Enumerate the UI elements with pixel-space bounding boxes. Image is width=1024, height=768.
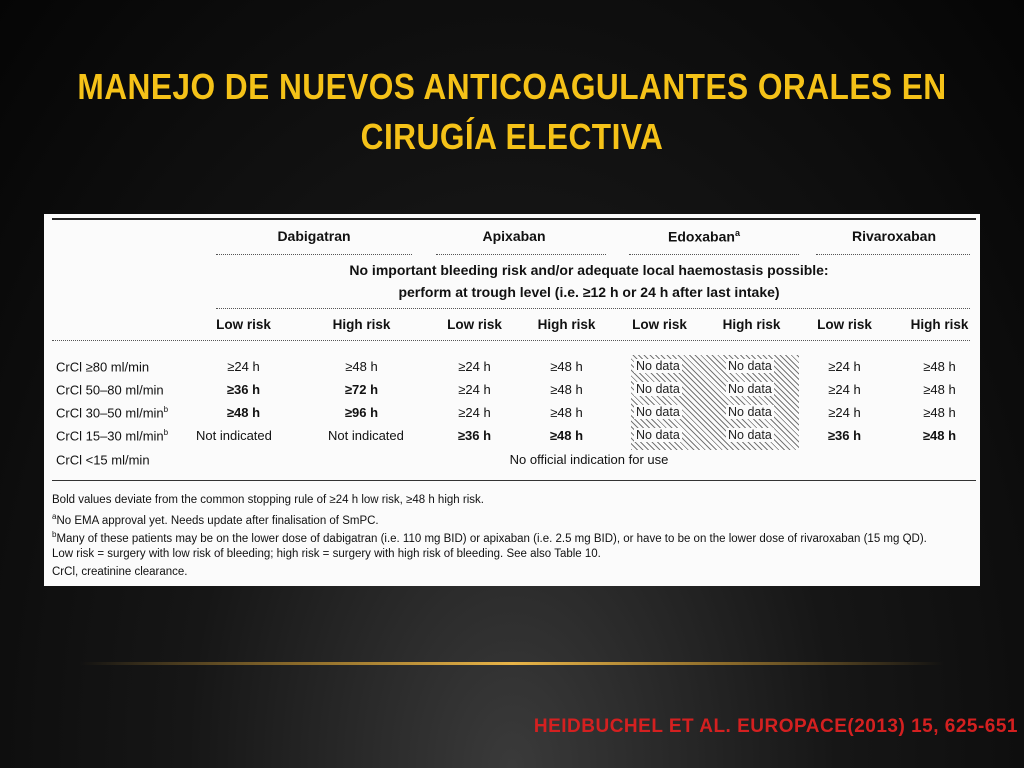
cell-crcl-50-80-apixaban-low: ≥24 h bbox=[458, 382, 491, 397]
drug-header-edoxaban: Edoxabana bbox=[668, 228, 740, 245]
rivaroxaban-header-dots bbox=[816, 254, 970, 255]
cell-crcl-15-30-edoxaban-high: No data bbox=[726, 428, 774, 442]
risk-header-dabigatran-high: High risk bbox=[332, 317, 391, 332]
cell-crcl-15-30-rivaroxaban-low: ≥36 h bbox=[827, 428, 862, 443]
table-bottom-rule bbox=[52, 480, 976, 481]
cell-crcl-30-50-apixaban-low: ≥24 h bbox=[458, 405, 491, 420]
edoxaban-footnote-marker: a bbox=[734, 228, 740, 238]
cell-crcl-30-50-rivaroxaban-high: ≥48 h bbox=[923, 405, 956, 420]
notice-line-2: perform at trough level (i.e. ≥12 h or 2… bbox=[398, 284, 780, 300]
slide-title-line-1: MANEJO DE NUEVOS ANTICOAGULANTES ORALES … bbox=[77, 66, 947, 107]
edoxaban-header-dots bbox=[629, 254, 799, 255]
row-label-crcl-under-15: CrCl <15 ml/min bbox=[56, 452, 150, 468]
notice-dots bbox=[216, 308, 970, 309]
cell-crcl-80-rivaroxaban-low: ≥24 h bbox=[828, 359, 861, 374]
dabigatran-header-dots bbox=[216, 254, 412, 255]
stopping-rules-table: Dabigatran Apixaban Edoxabana Rivaroxaba… bbox=[44, 214, 980, 586]
cell-crcl-30-50-dabigatran-low: ≥48 h bbox=[226, 405, 261, 420]
drug-header-rivaroxaban: Rivaroxaban bbox=[851, 228, 937, 244]
risk-header-edoxaban-low: Low risk bbox=[632, 317, 687, 332]
cell-crcl-80-dabigatran-high: ≥48 h bbox=[345, 359, 378, 374]
cell-crcl-30-50-edoxaban-low: No data bbox=[634, 405, 682, 419]
glow-divider bbox=[80, 662, 944, 665]
risk-header-apixaban-low: Low risk bbox=[447, 317, 502, 332]
risk-header-dots bbox=[52, 340, 970, 341]
cell-crcl-30-50-dabigatran-high: ≥96 h bbox=[344, 405, 379, 420]
cell-crcl-50-80-apixaban-high: ≥48 h bbox=[550, 382, 583, 397]
citation: HEIDBUCHEL ET AL. EUROPACE(2013) 15, 625… bbox=[533, 716, 1018, 737]
risk-header-dabigatran-low: Low risk bbox=[216, 317, 271, 332]
cell-crcl-50-80-dabigatran-high: ≥72 h bbox=[344, 382, 379, 397]
risk-header-rivaroxaban-high: High risk bbox=[910, 317, 969, 332]
cell-crcl-80-edoxaban-low: No data bbox=[634, 359, 682, 373]
slide-title-line-2: CIRUGÍA ELECTIVA bbox=[360, 116, 664, 157]
cell-crcl-15-30-apixaban-low: ≥36 h bbox=[457, 428, 492, 443]
cell-crcl-15-30-dabigatran-low: Not indicated bbox=[196, 428, 272, 443]
footnote-crcl-abbreviation: CrCl, creatinine clearance. bbox=[52, 566, 188, 578]
cell-crcl-50-80-dabigatran-low: ≥36 h bbox=[226, 382, 261, 397]
cell-crcl-15-30-apixaban-high: ≥48 h bbox=[549, 428, 584, 443]
risk-header-edoxaban-high: High risk bbox=[722, 317, 781, 332]
cell-crcl-80-rivaroxaban-high: ≥48 h bbox=[923, 359, 956, 374]
cell-crcl-50-80-rivaroxaban-low: ≥24 h bbox=[828, 382, 861, 397]
row-label-crcl-80: CrCl ≥80 ml/min bbox=[56, 359, 150, 375]
drug-header-apixaban: Apixaban bbox=[482, 228, 546, 244]
footnote-bold-values: Bold values deviate from the common stop… bbox=[52, 494, 484, 506]
risk-header-rivaroxaban-low: Low risk bbox=[817, 317, 872, 332]
table-top-rule bbox=[52, 218, 976, 220]
cell-crcl-80-dabigatran-low: ≥24 h bbox=[227, 359, 260, 374]
cell-crcl-15-30-rivaroxaban-high: ≥48 h bbox=[922, 428, 957, 443]
cell-crcl-30-50-rivaroxaban-low: ≥24 h bbox=[828, 405, 861, 420]
cell-crcl-80-edoxaban-high: No data bbox=[726, 359, 774, 373]
slide-title: MANEJO DE NUEVOS ANTICOAGULANTES ORALES … bbox=[61, 62, 962, 162]
cell-crcl-under-15-all: No official indication for use bbox=[509, 452, 669, 467]
cell-crcl-15-30-dabigatran-high: Not indicated bbox=[328, 428, 404, 443]
footnote-b: bMany of these patients may be on the lo… bbox=[52, 530, 927, 545]
row-label-crcl-15-30: CrCl 15–30 ml/minb bbox=[56, 428, 169, 444]
cell-crcl-15-30-edoxaban-low: No data bbox=[634, 428, 682, 442]
cell-crcl-80-apixaban-high: ≥48 h bbox=[550, 359, 583, 374]
drug-header-dabigatran: Dabigatran bbox=[277, 228, 351, 244]
cell-crcl-30-50-apixaban-high: ≥48 h bbox=[550, 405, 583, 420]
cell-crcl-50-80-edoxaban-high: No data bbox=[726, 382, 774, 396]
row-label-crcl-30-50: CrCl 30–50 ml/minb bbox=[56, 405, 169, 421]
cell-crcl-50-80-edoxaban-low: No data bbox=[634, 382, 682, 396]
footnote-risk-definition: Low risk = surgery with low risk of blee… bbox=[52, 548, 601, 560]
cell-crcl-30-50-edoxaban-high: No data bbox=[726, 405, 774, 419]
row-label-crcl-50-80: CrCl 50–80 ml/min bbox=[56, 382, 164, 398]
risk-header-apixaban-high: High risk bbox=[537, 317, 596, 332]
cell-crcl-80-apixaban-low: ≥24 h bbox=[458, 359, 491, 374]
apixaban-header-dots bbox=[436, 254, 606, 255]
cell-crcl-50-80-rivaroxaban-high: ≥48 h bbox=[923, 382, 956, 397]
notice-line-1: No important bleeding risk and/or adequa… bbox=[349, 262, 829, 278]
footnote-a: aNo EMA approval yet. Needs update after… bbox=[52, 512, 379, 527]
